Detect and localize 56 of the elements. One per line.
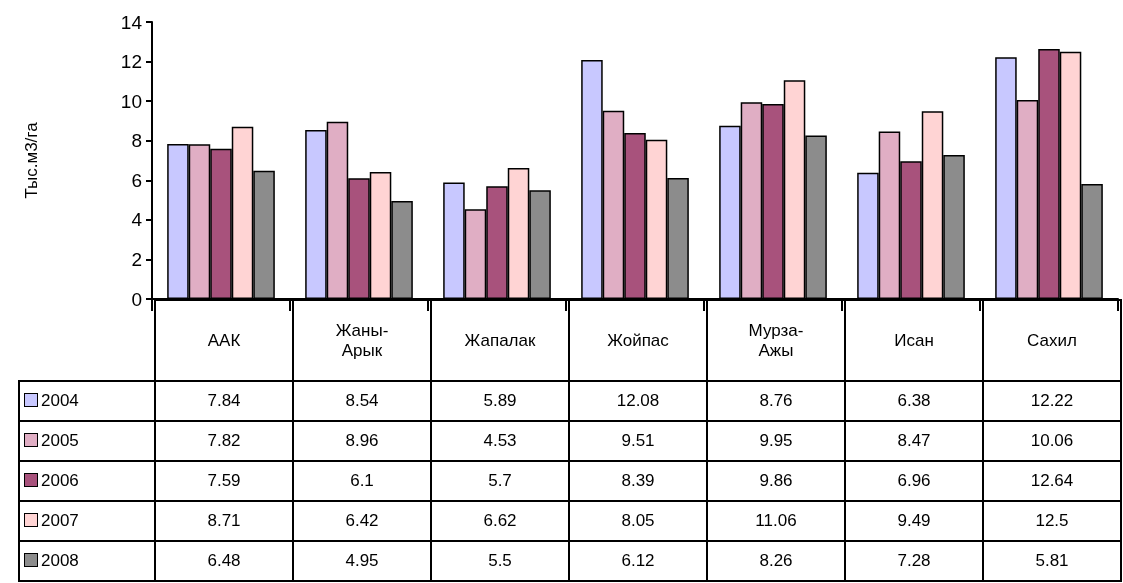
data-label: 8.76 bbox=[707, 381, 845, 421]
data-label: 9.95 bbox=[707, 421, 845, 461]
legend-label: 2004 bbox=[19, 381, 155, 421]
x-tick-label: Жойпас bbox=[607, 330, 669, 351]
data-label: 6.12 bbox=[569, 541, 707, 581]
data-label: 5.7 bbox=[431, 461, 569, 501]
y-tick-label: 8 bbox=[131, 130, 142, 152]
y-tick-label: 6 bbox=[131, 169, 142, 191]
data-label: 6.38 bbox=[845, 381, 983, 421]
y-tick-label: 10 bbox=[120, 90, 142, 112]
x-tick-label: ААК bbox=[207, 330, 241, 351]
data-label: 4.53 bbox=[431, 421, 569, 461]
y-tick-label: 4 bbox=[131, 209, 143, 231]
y-axis-title: Тыс.м3/га bbox=[22, 121, 41, 199]
data-label: 8.05 bbox=[569, 501, 707, 541]
data-label: 12.22 bbox=[983, 381, 1121, 421]
data-label: 4.95 bbox=[293, 541, 431, 581]
legend-label: 2008 bbox=[19, 541, 155, 581]
data-label: 6.48 bbox=[155, 541, 293, 581]
x-tick-label: Жаны-Арык bbox=[335, 320, 389, 361]
data-label: 8.26 bbox=[707, 541, 845, 581]
legend-label: 2007 bbox=[19, 501, 155, 541]
data-label: 5.81 bbox=[983, 541, 1121, 581]
data-label: 7.82 bbox=[155, 421, 293, 461]
y-tick-label: 12 bbox=[120, 51, 142, 73]
data-label: 12.5 bbox=[983, 501, 1121, 541]
data-label: 6.62 bbox=[431, 501, 569, 541]
data-label: 7.59 bbox=[155, 461, 293, 501]
data-label: 12.08 bbox=[569, 381, 707, 421]
data-label: 10.06 bbox=[983, 421, 1121, 461]
data-label: 12.64 bbox=[983, 461, 1121, 501]
x-tick-label: Сахил bbox=[1027, 330, 1077, 351]
x-tick-label: Жапалак bbox=[464, 330, 536, 351]
data-label: 9.86 bbox=[707, 461, 845, 501]
data-label: 7.84 bbox=[155, 381, 293, 421]
data-label: 8.47 bbox=[845, 421, 983, 461]
data-label: 7.28 bbox=[845, 541, 983, 581]
data-label: 8.96 bbox=[293, 421, 431, 461]
y-tick-label: 0 bbox=[131, 288, 142, 310]
data-label: 9.49 bbox=[845, 501, 983, 541]
y-tick-label: 14 bbox=[120, 11, 143, 33]
x-tick-label: Мурза-Ажы bbox=[748, 320, 804, 361]
data-label: 6.96 bbox=[845, 461, 983, 501]
data-label: 8.54 bbox=[293, 381, 431, 421]
data-label: 11.06 bbox=[707, 501, 845, 541]
data-label: 9.51 bbox=[569, 421, 707, 461]
x-tick-label: Исан bbox=[894, 330, 934, 351]
data-label: 5.5 bbox=[431, 541, 569, 581]
data-label: 6.42 bbox=[293, 501, 431, 541]
legend-label: 2006 bbox=[19, 461, 155, 501]
legend-label: 2005 bbox=[19, 421, 155, 461]
data-label: 8.39 bbox=[569, 461, 707, 501]
y-tick-label: 2 bbox=[131, 248, 142, 270]
data-label: 8.71 bbox=[155, 501, 293, 541]
data-label: 5.89 bbox=[431, 381, 569, 421]
data-label: 6.1 bbox=[293, 461, 431, 501]
